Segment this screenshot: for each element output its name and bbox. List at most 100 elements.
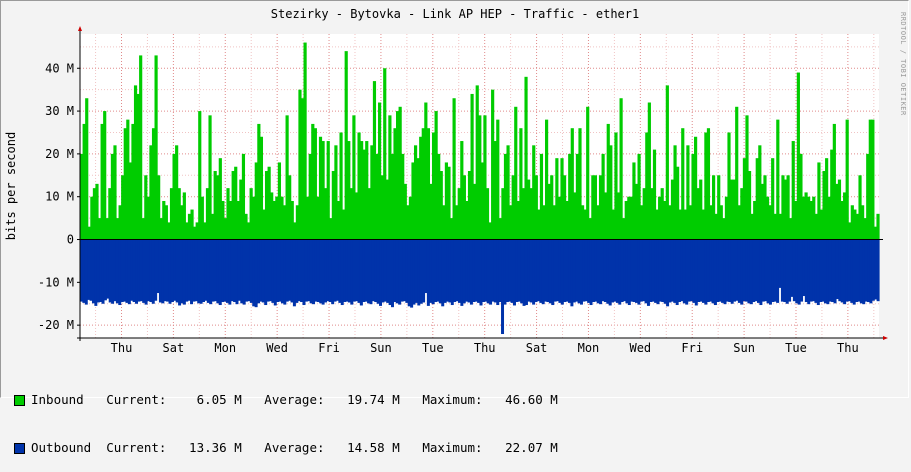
inbound-bar (113, 145, 117, 240)
outbound-bar (170, 239, 174, 303)
inbound-bar (375, 153, 379, 240)
outbound-bar (206, 239, 210, 303)
outbound-bar (168, 239, 172, 304)
inbound-bar (339, 132, 343, 240)
outbound-bar (347, 239, 351, 303)
outbound-bar (252, 239, 256, 307)
outbound-bar (536, 239, 540, 302)
outbound-bar (297, 239, 301, 302)
outbound-bar (529, 239, 533, 303)
outbound-bar (613, 239, 617, 302)
inbound-bar (169, 188, 174, 240)
inbound-bar (858, 175, 862, 240)
inbound-bar (182, 192, 186, 240)
inbound-bar (547, 183, 551, 240)
inbound-bar (285, 115, 289, 240)
outbound-bar (768, 239, 772, 305)
outbound-bar (532, 239, 536, 305)
outbound-bar (94, 239, 98, 306)
outbound-bar (654, 239, 658, 303)
x-tick-label: Sun (370, 341, 392, 355)
inbound-bar (244, 213, 248, 240)
inbound-bar (398, 106, 402, 240)
outbound-bar (132, 239, 136, 303)
outbound-bar (778, 239, 782, 288)
inbound-bar (154, 55, 158, 240)
inbound-bar (198, 111, 202, 240)
inbound-bar (216, 175, 220, 240)
outbound-bar (646, 239, 650, 306)
outbound-bar (493, 239, 497, 303)
inbound-bar (193, 226, 197, 240)
outbound-bar (498, 239, 502, 303)
inbound-bar (660, 188, 664, 240)
inbound-bar (223, 218, 228, 240)
outbound-bar (634, 239, 638, 303)
inbound-bar (85, 98, 89, 240)
outbound-bar (706, 239, 710, 303)
inbound-bar (732, 179, 736, 240)
inbound-bar (686, 145, 690, 240)
inbound-bar (668, 205, 672, 240)
outbound-bar (264, 239, 268, 306)
inbound-bar (200, 196, 204, 240)
inbound-bar (678, 209, 682, 240)
inbound-bar (131, 123, 135, 240)
outbound-bar (367, 239, 371, 304)
inbound-bar (449, 218, 454, 240)
inbound-bar (324, 188, 328, 240)
outbound-bar (737, 239, 741, 303)
inbound-bar (524, 76, 528, 240)
inbound-bar (794, 200, 798, 240)
inbound-bar (614, 132, 618, 240)
inbound-bar (632, 162, 636, 240)
outbound-bar (486, 239, 490, 304)
outbound-bar (704, 239, 708, 305)
inbound-bar (591, 175, 595, 240)
outbound-bar (572, 239, 576, 303)
outbound-bar (766, 239, 770, 304)
inbound-bar (868, 119, 872, 240)
outbound-bar (424, 239, 428, 294)
inbound-bar (753, 200, 757, 240)
outbound-bar (804, 239, 808, 303)
inbound-bar (478, 115, 482, 240)
inbound-bar (555, 158, 559, 240)
outbound-bar (453, 239, 457, 303)
inbound-bar (231, 171, 235, 240)
outbound-bar (587, 239, 591, 303)
inbound-bar (362, 149, 366, 240)
inbound-bar (542, 205, 546, 240)
inbound-bar (778, 213, 782, 240)
outbound-bar (376, 239, 380, 304)
outbound-bar (611, 239, 615, 303)
inbound-bar (462, 175, 466, 240)
inbound-bar (144, 175, 148, 240)
inbound-bar (249, 188, 253, 240)
x-tick-label: Tue (785, 341, 807, 355)
outbound-bar (309, 239, 313, 304)
outbound-bar (135, 239, 139, 304)
inbound-bar (521, 188, 526, 240)
inbound-bar (578, 128, 582, 240)
outbound-bar (699, 239, 703, 302)
inbound-bar (796, 72, 800, 240)
inbound-bar (141, 218, 145, 240)
outbound-bar (656, 239, 660, 305)
outbound-bar (80, 239, 83, 302)
outbound-bar (163, 239, 167, 302)
outbound-swatch (14, 442, 25, 454)
inbound-bar (457, 188, 461, 240)
inbound-bar (652, 149, 657, 240)
inbound-bar (832, 123, 836, 240)
inbound-bar (385, 179, 389, 240)
outbound-bar (187, 239, 191, 301)
inbound-bar (532, 145, 536, 240)
outbound-bar (414, 239, 418, 303)
inbound-bar (645, 132, 649, 240)
inbound-bar (650, 188, 654, 240)
inbound-bar (229, 200, 233, 240)
outbound-bar (718, 239, 722, 302)
inbound-bar (850, 205, 854, 240)
outbound-bar (398, 239, 402, 305)
